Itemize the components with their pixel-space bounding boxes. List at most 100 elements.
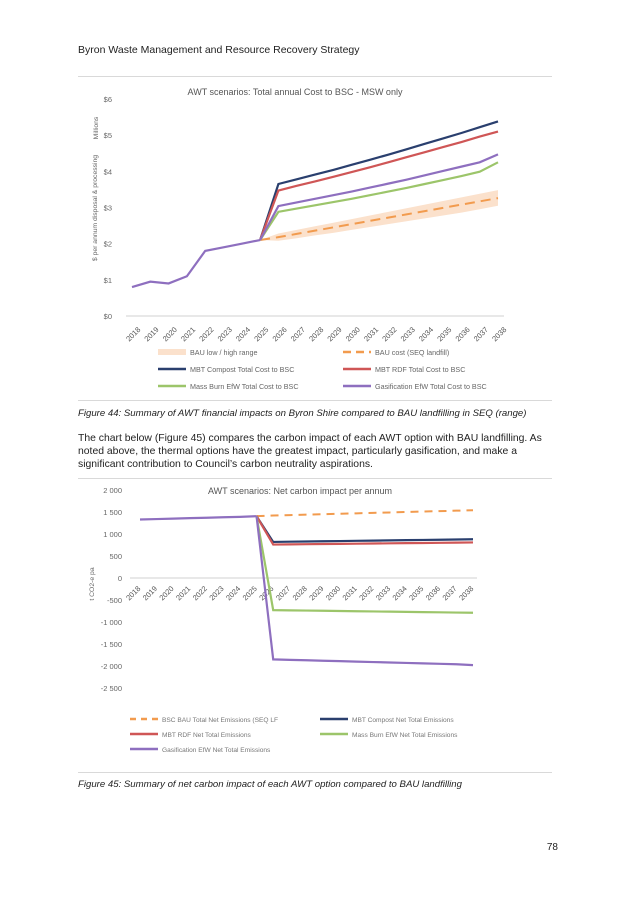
chart2-xtick: 2038 (457, 584, 475, 602)
emissions-line-3 (255, 515, 474, 614)
cost-chart: AWT scenarios: Total annual Cost to BSC … (92, 87, 508, 391)
chart2-ytick: -2 500 (101, 684, 122, 693)
chart2-xtick: 2036 (424, 584, 442, 602)
chart2-xtick: 2029 (307, 584, 325, 602)
chart1-ytick: $2 (104, 240, 112, 249)
chart2-xtick: 2023 (207, 584, 225, 602)
emissions-line-4 (255, 516, 474, 667)
chart1-xtick: 2021 (179, 325, 197, 343)
emissions-line-2 (255, 515, 474, 546)
chart2-xtick: 2020 (157, 584, 175, 602)
legend2-label: MBT Compost Net Total Emissions (352, 717, 454, 724)
chart2-xtick: 2033 (374, 584, 392, 602)
chart2-xtick: 2028 (291, 584, 309, 602)
page-number: 78 (546, 842, 558, 853)
legend2-label: Mass Burn EfW Net Total Emissions (352, 732, 458, 739)
document-header: Byron Waste Management and Resource Reco… (78, 44, 360, 56)
chart2-ytick: -1 500 (101, 640, 122, 649)
bau-range-band (260, 190, 498, 241)
chart2-xtick: 2030 (324, 584, 342, 602)
chart2-xtick: 2032 (357, 584, 375, 602)
legend2-label: MBT RDF Net Total Emissions (162, 732, 251, 739)
chart1-xtick: 2019 (142, 325, 160, 343)
chart1-xtick: 2038 (490, 325, 508, 343)
chart2-ytick: -500 (107, 596, 122, 605)
legend-label: Mass Burn EfW Total Cost to BSC (190, 382, 299, 391)
chart2-ytick: -2 000 (101, 662, 122, 671)
chart1-xtick: 2018 (124, 325, 142, 343)
chart1-ytick: $0 (104, 312, 112, 321)
chart2-ytick: 500 (109, 552, 122, 561)
chart2-xtick: 2019 (141, 584, 159, 602)
legend-label: BAU cost (SEQ landfill) (375, 348, 449, 357)
chart2-xtick: 2021 (174, 584, 192, 602)
chart1-xtick: 2022 (197, 325, 215, 343)
chart1-xtick: 2020 (161, 325, 179, 343)
series-line-6 (259, 153, 499, 241)
chart1-ylabel: $ per annum disposal & processing (92, 155, 99, 261)
chart2-xtick: 2018 (124, 584, 142, 602)
chart2-xtick: 2022 (191, 584, 209, 602)
chart2-xtick: 2031 (341, 584, 359, 602)
chart1-xtick: 2035 (435, 325, 453, 343)
figure45-top-divider (78, 478, 552, 479)
chart1-ytick: $3 (104, 204, 112, 213)
chart1-xtick: 2027 (289, 325, 307, 343)
series-line-4 (259, 130, 499, 241)
bau-cost-line (259, 197, 499, 242)
chart2-ylabel: t CO2-e pa (89, 567, 96, 600)
emissions-history-line (139, 515, 257, 521)
chart1-xtick: 2025 (252, 325, 270, 343)
chart1-ytick: $1 (104, 276, 112, 285)
figure44-caption: Figure 44: Summary of AWT financial impa… (78, 408, 527, 419)
chart1-ytick: $6 (104, 95, 112, 104)
legend-label: BAU low / high range (190, 348, 258, 357)
chart1-xtick: 2030 (344, 325, 362, 343)
chart1-xtick: 2023 (216, 325, 234, 343)
header-divider (78, 76, 552, 77)
chart2-ytick: 0 (118, 574, 122, 583)
chart2-title: AWT scenarios: Net carbon impact per ann… (208, 486, 392, 496)
legend-label: Gasification EfW Total Cost to BSC (375, 382, 487, 391)
chart2-xtick: 2027 (274, 584, 292, 602)
chart1-xtick: 2031 (362, 325, 380, 343)
figure44-divider (78, 400, 552, 401)
chart1-ytick: $4 (104, 167, 112, 176)
legend2-label: BSC BAU Total Net Emissions (SEQ LF (162, 717, 278, 724)
chart2-xtick: 2037 (441, 584, 459, 602)
legend2-label: Gasification EfW Net Total Emissions (162, 747, 271, 754)
carbon-chart: AWT scenarios: Net carbon impact per ann… (89, 486, 477, 754)
chart1-ytick: $5 (104, 131, 112, 140)
chart1-xtick: 2037 (472, 325, 490, 343)
chart1-xtick: 2034 (417, 325, 435, 343)
chart2-ytick: 2 000 (103, 486, 122, 495)
body-paragraph: The chart below (Figure 45) compares the… (78, 433, 542, 471)
chart2-ytick: 1 500 (103, 508, 122, 517)
history-line (131, 238, 261, 289)
chart1-xtick: 2029 (325, 325, 343, 343)
chart2-xtick: 2024 (224, 584, 242, 602)
chart2-ytick: 1 000 (103, 530, 122, 539)
figure45-divider (78, 772, 552, 773)
legend-swatch (158, 349, 186, 355)
chart1-xtick: 2026 (271, 325, 289, 343)
series-line-5 (259, 161, 499, 241)
chart1-xtick: 2036 (454, 325, 472, 343)
legend-label: MBT Compost Total Cost to BSC (190, 365, 294, 374)
legend-label: MBT RDF Total Cost to BSC (375, 365, 465, 374)
chart1-xtick: 2032 (380, 325, 398, 343)
chart1-xtick: 2024 (234, 325, 252, 343)
chart1-title: AWT scenarios: Total annual Cost to BSC … (188, 87, 403, 97)
chart1-xtick: 2033 (399, 325, 417, 343)
bau-emissions-line (256, 509, 474, 518)
series-line-3 (259, 120, 499, 241)
chart2-ytick: -1 000 (101, 618, 122, 627)
chart2-xtick: 2034 (391, 584, 409, 602)
chart1-yunit: Millions (93, 116, 100, 139)
emissions-line-1 (255, 515, 474, 544)
figure45-caption: Figure 45: Summary of net carbon impact … (78, 779, 462, 790)
chart1-xtick: 2028 (307, 325, 325, 343)
chart2-xtick: 2035 (407, 584, 425, 602)
chart2-xtick: 2025 (241, 584, 259, 602)
